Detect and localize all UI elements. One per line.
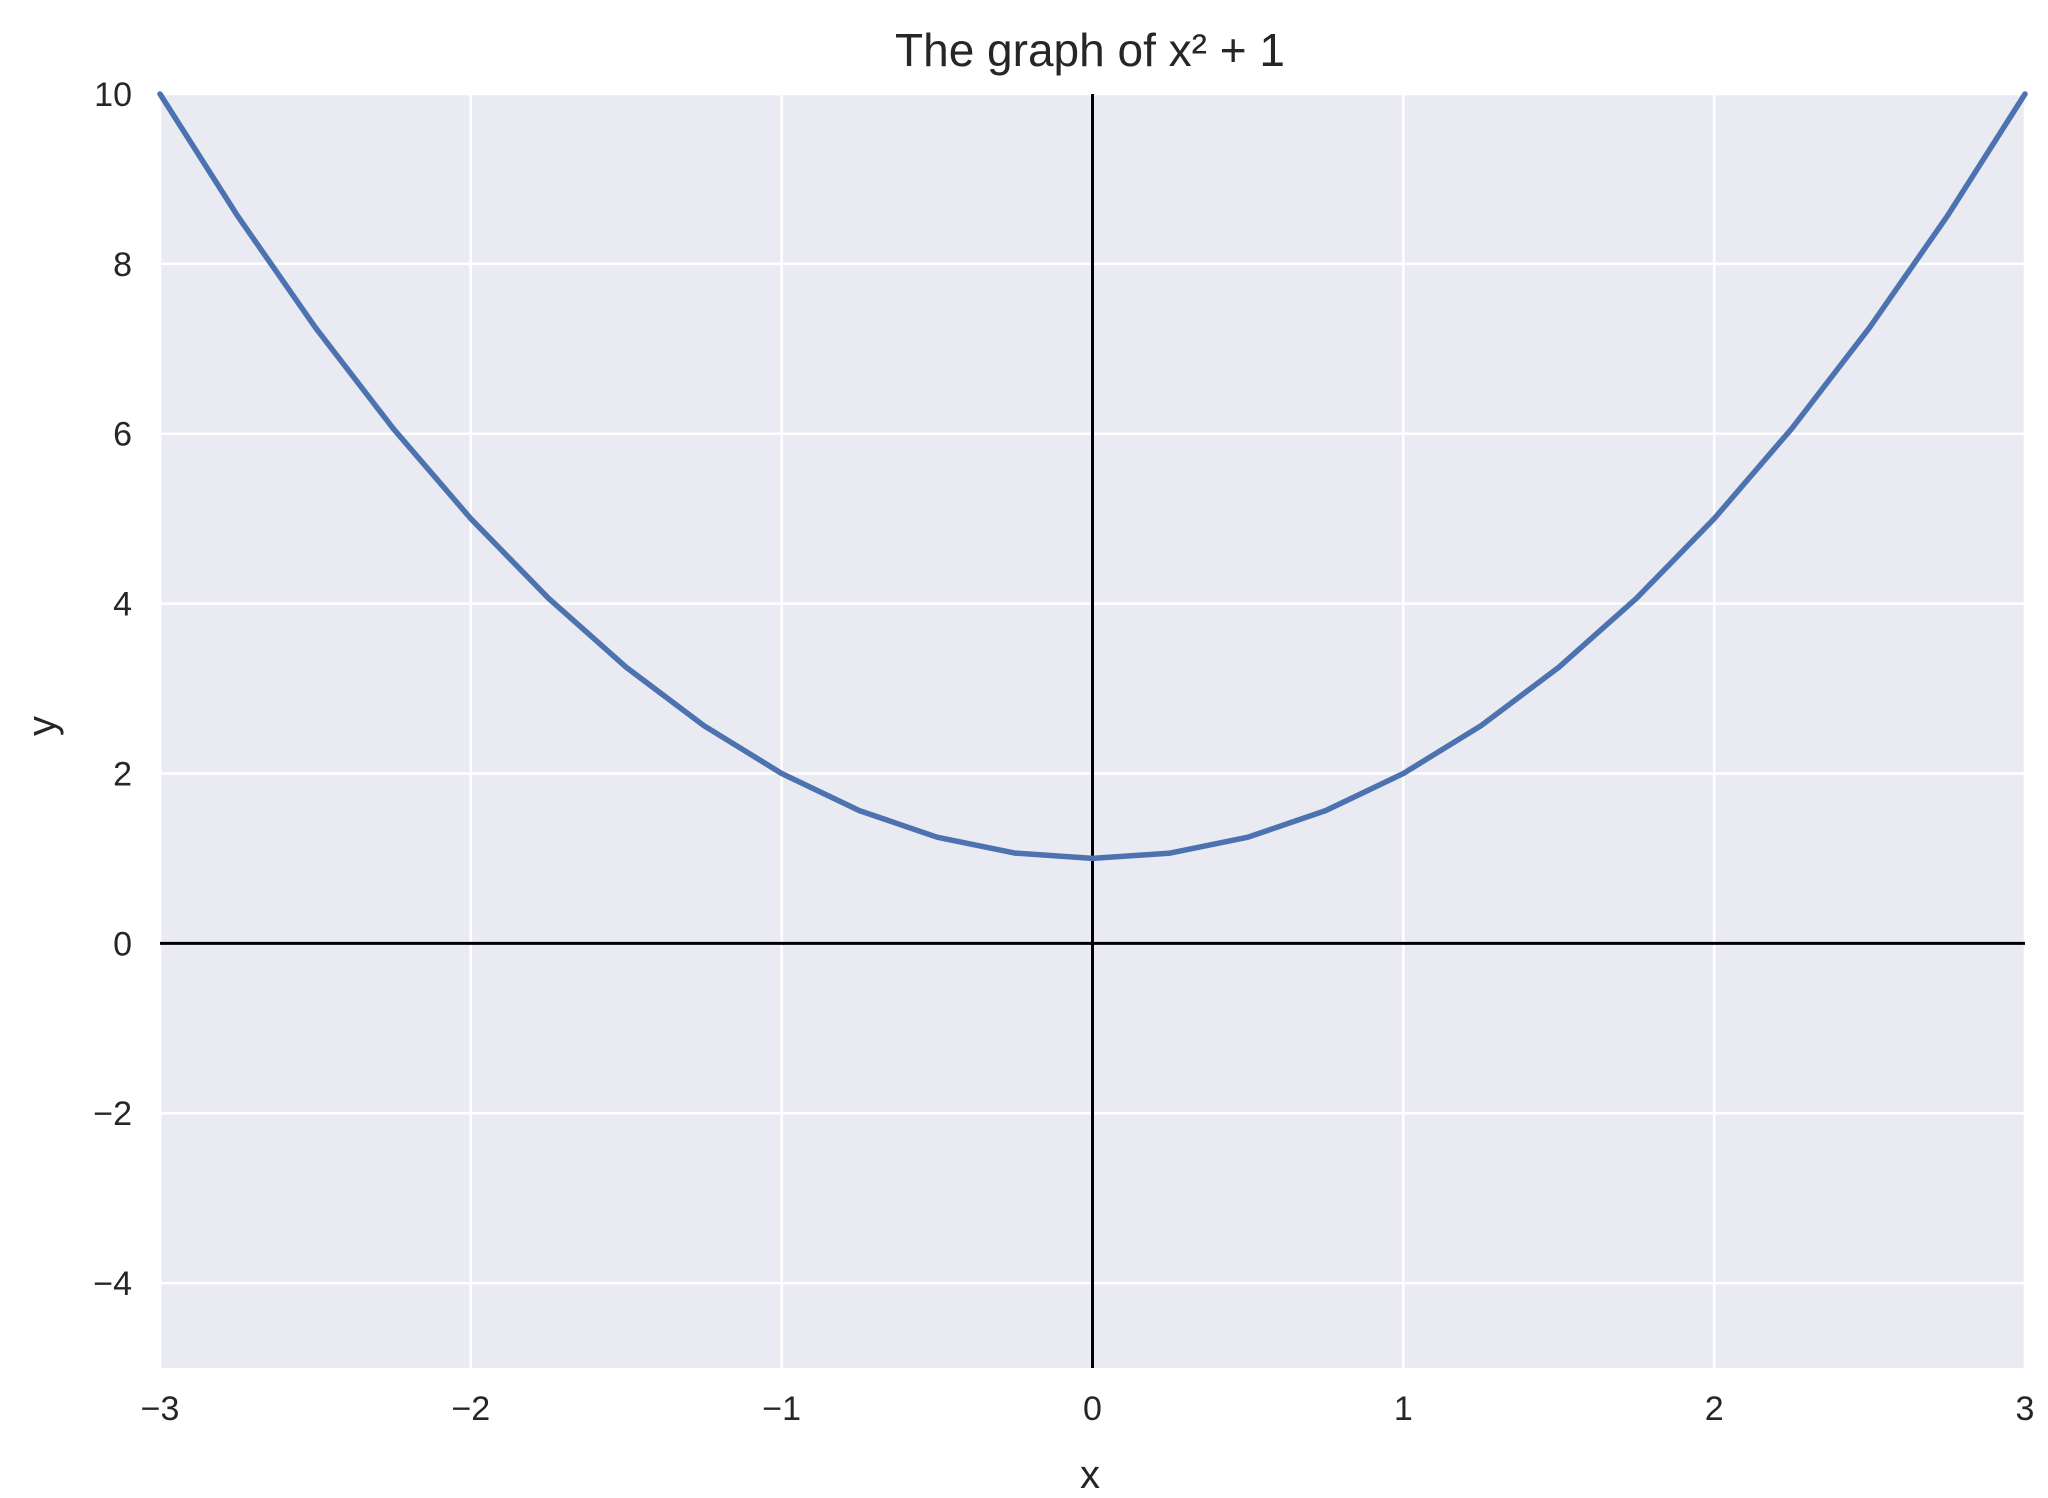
y-tick-label: 2 [113,755,132,793]
x-tick-label: 3 [2016,1390,2035,1428]
x-tick-label: 2 [1705,1390,1724,1428]
y-tick-labels: −4 −2 0 2 4 6 8 10 [93,76,132,1303]
y-tick-label: 4 [113,586,132,624]
x-tick-label: −2 [451,1390,490,1428]
y-tick-label: −4 [93,1265,132,1303]
x-tick-label: −3 [141,1390,180,1428]
x-tick-label: 1 [1394,1390,1413,1428]
x-tick-label: 0 [1083,1390,1102,1428]
y-tick-label: 0 [113,925,132,963]
series-line [157,91,2028,862]
chart-title: The graph of x² + 1 [895,24,1285,76]
y-tick-label: 8 [113,246,132,284]
series-layer [157,91,2028,862]
y-axis-label: y [20,716,64,736]
x-tick-labels: −3 −2 −1 0 1 2 3 [141,1390,2035,1428]
y-tick-label: 6 [113,416,132,454]
y-tick-label: −2 [93,1095,132,1133]
x-tick-label: −1 [762,1390,801,1428]
x-axis-label: x [1080,1453,1100,1497]
reference-lines [160,94,2025,1368]
y-tick-label: 10 [94,76,132,114]
